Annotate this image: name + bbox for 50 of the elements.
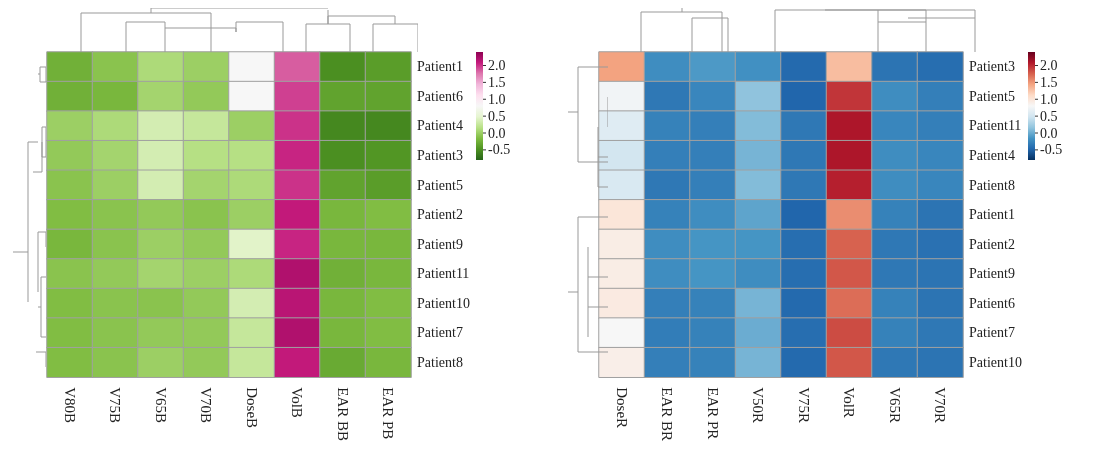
- y-tick-label: Patient6: [969, 295, 1015, 311]
- x-tick-label: V70R: [932, 387, 949, 424]
- y-tick-label: Patient4: [969, 147, 1015, 163]
- color-bar-label: 2.0: [1040, 58, 1058, 73]
- y-tick-label: Patient5: [417, 177, 463, 193]
- color-bar-label: 1.5: [488, 74, 506, 90]
- color-bar-label: 2.0: [488, 58, 506, 73]
- x-tick-label: EAR PB: [380, 387, 397, 440]
- y-tick-label: Patient2: [969, 236, 1015, 252]
- x-tick-label: V80B: [61, 387, 78, 424]
- color-bar-label: 1.5: [1040, 74, 1058, 90]
- color-bar-label: -0.5: [488, 142, 511, 158]
- color-bar-label: 1.0: [488, 91, 506, 107]
- x-tick-label: VolB: [289, 387, 306, 418]
- color-bar-label: 0.0: [488, 125, 506, 141]
- y-tick-label: Patient8: [417, 354, 463, 370]
- y-tick-label: Patient1: [969, 207, 1015, 223]
- y-tick-label: Patient6: [417, 88, 463, 104]
- y-tick-label: Patient10: [969, 354, 1022, 370]
- y-tick-label: Patient2: [417, 207, 463, 223]
- y-tick-label: Patient7: [417, 325, 463, 341]
- x-tick-label: V75B: [107, 387, 124, 424]
- color-bar-label: 0.0: [1040, 125, 1058, 141]
- x-tick-label: VolR: [841, 387, 858, 418]
- y-tick-label: Patient11: [417, 266, 470, 282]
- x-tick-label: DoseR: [613, 387, 630, 429]
- y-tick-label: Patient3: [969, 59, 1015, 75]
- y-tick-label: Patient10: [417, 295, 470, 311]
- x-tick-label: V75R: [795, 387, 812, 424]
- x-tick-label: EAR PR: [704, 387, 721, 440]
- color-bar-label: 1.0: [1040, 91, 1058, 107]
- color-bar-label: 0.5: [1040, 108, 1058, 124]
- y-tick-label: Patient3: [417, 147, 463, 163]
- y-tick-label: Patient7: [969, 325, 1015, 341]
- x-tick-label: DoseB: [243, 387, 260, 429]
- y-tick-label: Patient8: [969, 177, 1015, 193]
- x-tick-label: EAR BR: [659, 387, 676, 442]
- y-tick-label: Patient1: [417, 59, 463, 75]
- y-tick-label: Patient5: [969, 88, 1015, 104]
- x-tick-label: V65R: [886, 387, 903, 424]
- x-tick-label: V50R: [750, 387, 767, 424]
- y-tick-label: Patient9: [417, 236, 463, 252]
- color-bar-label: 0.5: [488, 108, 506, 124]
- y-tick-label: Patient9: [969, 266, 1015, 282]
- x-tick-label: V65B: [152, 387, 169, 424]
- color-bar-label: -0.5: [1040, 142, 1063, 158]
- x-tick-label: EAR BB: [334, 387, 351, 442]
- x-tick-label: V70B: [198, 387, 215, 424]
- y-tick-label: Patient4: [417, 118, 463, 134]
- y-tick-label: Patient11: [969, 118, 1022, 134]
